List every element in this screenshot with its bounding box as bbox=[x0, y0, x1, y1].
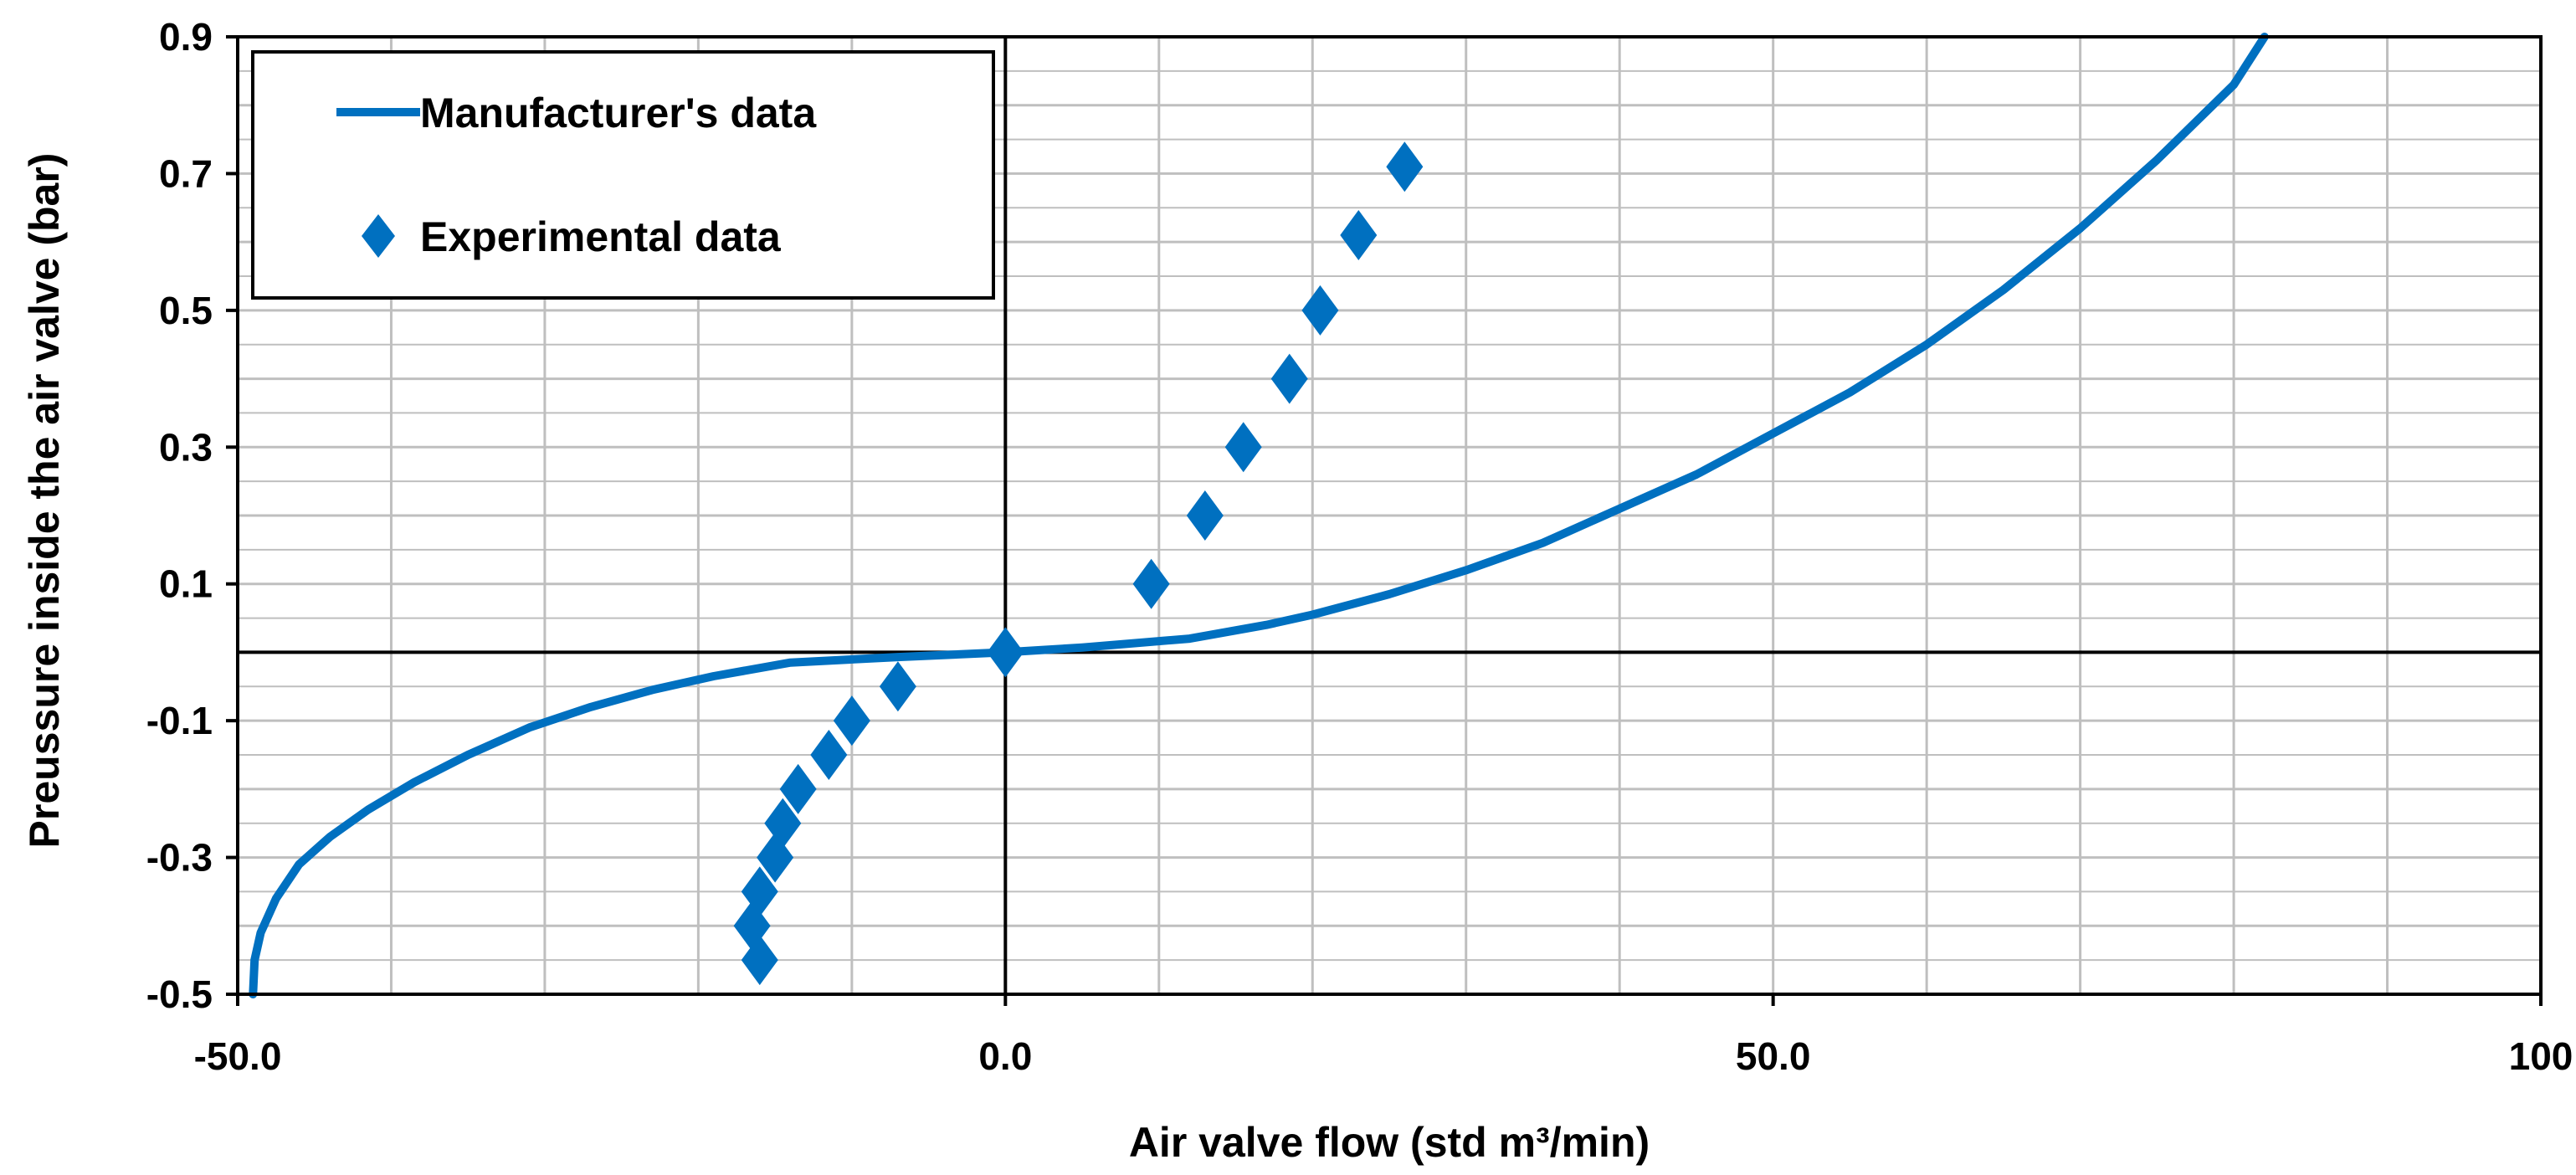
x-tick-label: 100 bbox=[2509, 1034, 2573, 1078]
y-tick-label: 0.1 bbox=[159, 562, 213, 606]
data-point-experimental bbox=[833, 695, 870, 747]
legend: Manufacturer's data Experimental data bbox=[251, 50, 995, 300]
x-tick-label: 50.0 bbox=[1736, 1034, 1811, 1078]
y-tick-label: 0.5 bbox=[159, 289, 213, 332]
series-layer bbox=[249, 33, 2269, 998]
legend-box bbox=[251, 50, 995, 300]
data-point-experimental bbox=[1340, 209, 1378, 260]
data-point-experimental bbox=[779, 763, 817, 814]
y-tick-label: 0.3 bbox=[159, 425, 213, 469]
data-point-experimental bbox=[1270, 353, 1308, 404]
x-axis-title: Air valve flow (std m³/min) bbox=[1129, 1119, 1650, 1166]
data-point-experimental bbox=[757, 832, 794, 883]
data-point-experimental bbox=[810, 730, 848, 780]
x-tick-label: 0.0 bbox=[978, 1034, 1032, 1078]
legend-diamond-swatch bbox=[362, 214, 395, 258]
ticks-layer: -0.5 -0.3 -0.1 0.1 0.3 0.5 0.7 0.9 -50.0 0.0 50.0 1… bbox=[146, 15, 2573, 1078]
data-point-experimental bbox=[1386, 141, 1424, 192]
y-tick-label: -0.5 bbox=[146, 972, 213, 1016]
y-tick-label: -0.1 bbox=[146, 699, 213, 742]
series-line-manufacturer bbox=[249, 33, 2269, 998]
legend-label-manufacturer: Manufacturer's data bbox=[420, 90, 817, 136]
data-point-experimental bbox=[1186, 490, 1224, 541]
data-point-experimental bbox=[1301, 285, 1339, 336]
legend-label-experimental: Experimental data bbox=[420, 213, 782, 260]
data-point-experimental bbox=[987, 627, 1024, 678]
y-axis-title: Preussure inside the air valve (bar) bbox=[21, 153, 68, 849]
data-point-experimental bbox=[741, 935, 778, 986]
x-tick-label: -50.0 bbox=[194, 1034, 282, 1078]
data-point-experimental bbox=[1132, 558, 1170, 609]
zero-lines bbox=[238, 37, 2541, 994]
y-tick-label: 0.9 bbox=[159, 15, 213, 59]
grid-major bbox=[238, 37, 2541, 994]
data-point-experimental bbox=[1224, 422, 1262, 473]
y-tick-label: 0.7 bbox=[159, 151, 213, 195]
plot-frame bbox=[236, 35, 2543, 996]
data-point-experimental bbox=[879, 661, 916, 712]
y-tick-label: -0.3 bbox=[146, 836, 213, 880]
